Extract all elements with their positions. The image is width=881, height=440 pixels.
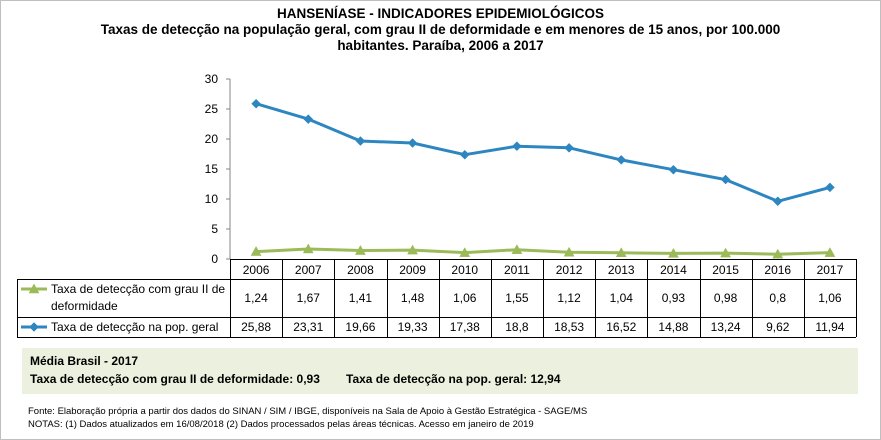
x-category-label: 2009: [399, 263, 426, 277]
data-point: [615, 247, 627, 258]
table-value: 18,53: [554, 320, 584, 334]
x-category-label: 2010: [451, 263, 478, 277]
data-point: [563, 246, 575, 257]
y-tick-label: 25: [205, 102, 219, 116]
data-point: [825, 182, 835, 193]
x-category-label: 2007: [295, 263, 322, 277]
summary-pop-geral: Taxa de detecção na pop. geral: 12,94: [346, 372, 561, 386]
data-point: [667, 247, 679, 258]
data-point: [407, 138, 418, 148]
legend-key-marker: [29, 322, 39, 332]
y-tick-label: 20: [205, 132, 219, 146]
x-category-label: 2017: [817, 263, 844, 277]
legend-key-marker: [28, 283, 40, 294]
table-value: 1,04: [610, 291, 634, 305]
table-value: 0,8: [769, 291, 786, 305]
series-line: [256, 247, 830, 256]
data-point: [668, 164, 679, 175]
legend-label: Taxa de detecção com grau II de: [51, 282, 225, 296]
table-value: 14,88: [658, 320, 688, 334]
x-category-label: 2015: [712, 263, 739, 277]
line-chart: 0 5 10 15 20 25 30 2006 2007 2008 2009 2010 2011 2012…: [17, 72, 857, 338]
table-value: 1,06: [818, 291, 842, 305]
table-value: 1,24: [244, 291, 268, 305]
table-value: 0,98: [714, 291, 738, 305]
x-category-label: 2012: [556, 263, 583, 277]
data-point: [512, 141, 522, 152]
table-value: 1,06: [453, 291, 477, 305]
x-category-label: 2016: [764, 263, 791, 277]
table-value: 1,67: [297, 291, 321, 305]
x-category-label: 2014: [660, 263, 687, 277]
data-point: [251, 98, 261, 109]
table-value: 9,62: [766, 320, 790, 334]
table-value: 25,88: [241, 320, 271, 334]
data-point: [720, 247, 732, 258]
data-point: [720, 174, 731, 185]
chart-title-line3: habitantes. Paraíba, 2006 a 2017: [337, 38, 544, 53]
source-note: Fonte: Elaboração própria a partir dos d…: [28, 406, 588, 417]
table-value: 16,52: [606, 320, 636, 334]
x-category-label: 2006: [243, 263, 270, 277]
data-point: [772, 248, 784, 259]
summary-title: Média Brasil - 2017: [30, 354, 139, 368]
table-value: 19,33: [398, 320, 428, 334]
data-point: [772, 196, 783, 207]
data-point: [250, 246, 262, 256]
y-tick-label: 15: [205, 162, 219, 176]
data-point: [459, 149, 470, 160]
table-value: 1,12: [557, 291, 581, 305]
y-tick-label: 5: [211, 222, 218, 236]
chart-title-line1: HANSENÍASE - INDICADORES EPIDEMIOLÓGICOS: [276, 6, 605, 21]
data-point: [302, 243, 314, 254]
table-value: 1,55: [505, 291, 529, 305]
table-value: 17,38: [450, 320, 480, 334]
data-point: [616, 155, 627, 165]
y-tick-label: 30: [205, 72, 219, 86]
x-category-label: 2011: [504, 263, 530, 277]
table-value: 11,94: [815, 320, 844, 334]
chart-title-line2: Taxas de detecção na população geral, co…: [100, 22, 781, 37]
x-category-label: 2013: [608, 263, 635, 277]
series-line: [255, 102, 831, 203]
summary-grau2: Taxa de detecção com grau II de deformid…: [30, 372, 320, 386]
data-point: [354, 245, 366, 255]
legend-label: Taxa de detecção na pop. geral: [51, 320, 218, 334]
table-value: 23,31: [293, 320, 323, 334]
table-value: 1,48: [401, 291, 425, 305]
data-point: [824, 247, 836, 257]
data-point: [303, 114, 314, 124]
legend-label: deformidade: [51, 299, 118, 313]
data-point: [459, 247, 471, 257]
table-value: 19,66: [345, 320, 375, 334]
data-point: [511, 244, 523, 254]
x-category-label: 2008: [347, 263, 374, 277]
table-value: 0,93: [662, 291, 686, 305]
summary-box: Média Brasil - 2017 Taxa de detecção com…: [22, 348, 858, 394]
y-tick-label: 0: [211, 252, 218, 266]
table-value: 13,24: [711, 320, 741, 334]
data-point: [407, 244, 419, 255]
table-value: 1,41: [349, 291, 373, 305]
table-value: 18,8: [505, 320, 529, 334]
data-point: [564, 142, 574, 153]
data-point: [355, 136, 366, 146]
notes-text: NOTAS: (1) Dados atualizados em 16/08/20…: [28, 419, 534, 430]
y-tick-label: 10: [205, 192, 219, 206]
